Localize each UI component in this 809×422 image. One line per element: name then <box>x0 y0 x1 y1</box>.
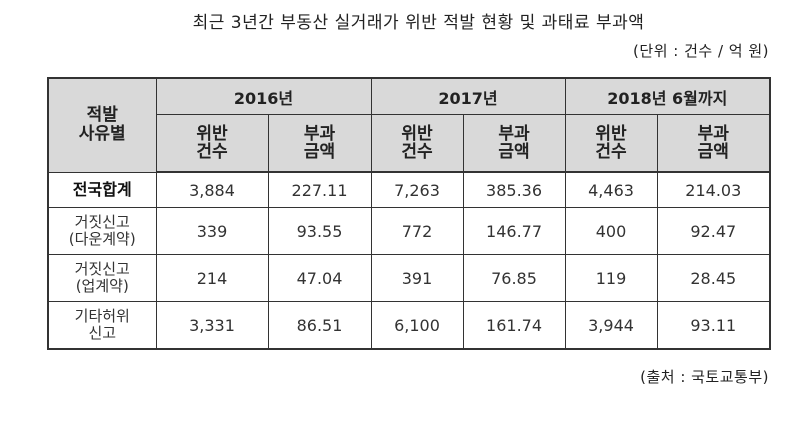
row-category: 기타허위 신고 <box>47 301 157 350</box>
row-category: 전국합계 <box>47 171 157 208</box>
row-category: 거짓신고 (다운계약) <box>47 207 157 255</box>
cell-value: 339 <box>155 207 269 255</box>
cell-value: 391 <box>370 254 464 302</box>
source-note: (출처 : 국토교통부) <box>640 368 769 386</box>
cell-value: 146.77 <box>462 207 566 255</box>
cell-value: 93.55 <box>267 207 372 255</box>
sub-header-amount: 부과 금액 <box>656 114 771 173</box>
cell-value: 214 <box>155 254 269 302</box>
row-category: 거짓신고 (업계약) <box>47 254 157 302</box>
unit-note: (단위 : 건수 / 억 원) <box>633 42 769 60</box>
sub-header-count: 위반 건수 <box>155 114 269 173</box>
sub-header-count: 위반 건수 <box>370 114 464 173</box>
cell-value: 93.11 <box>656 301 771 350</box>
cell-value: 76.85 <box>462 254 566 302</box>
cell-value: 227.11 <box>267 171 372 208</box>
table-row-false-report-up: 거짓신고 (업계약) 214 47.04 391 76.85 119 28.45 <box>47 254 771 302</box>
cell-value: 400 <box>564 207 658 255</box>
table-title: 최근 3년간 부동산 실거래가 위반 적발 현황 및 과태료 부과액 <box>192 13 645 33</box>
cell-value: 47.04 <box>267 254 372 302</box>
sub-header-amount: 부과 금액 <box>462 114 566 173</box>
cell-value: 3,944 <box>564 301 658 350</box>
sub-header-count: 위반 건수 <box>564 114 658 173</box>
year-header-2018: 2018년 6월까지 <box>564 77 771 115</box>
cell-value: 3,884 <box>155 171 269 208</box>
cell-value: 6,100 <box>370 301 464 350</box>
sub-header-row: 위반 건수 부과 금액 위반 건수 부과 금액 위반 건수 부과 금액 <box>48 114 771 173</box>
year-header-2017: 2017년 <box>370 77 566 115</box>
cell-value: 28.45 <box>656 254 771 302</box>
cell-value: 161.74 <box>462 301 566 350</box>
cell-value: 3,331 <box>155 301 269 350</box>
table-row-national-total: 전국합계 3,884 227.11 7,263 385.36 4,463 214… <box>47 171 771 208</box>
cell-value: 119 <box>564 254 658 302</box>
year-header-row: 적발 사유별 2016년 2017년 2018년 6월까지 <box>47 77 771 173</box>
cell-value: 86.51 <box>267 301 372 350</box>
sub-header-amount: 부과 금액 <box>267 114 372 173</box>
category-header: 적발 사유별 <box>47 77 157 173</box>
cell-value: 4,463 <box>564 171 658 208</box>
table-row-other-false-report: 기타허위 신고 3,331 86.51 6,100 161.74 3,944 9… <box>47 301 771 350</box>
cell-value: 92.47 <box>656 207 771 255</box>
cell-value: 214.03 <box>656 171 771 208</box>
year-header-2016: 2016년 <box>155 77 372 115</box>
cell-value: 7,263 <box>370 171 464 208</box>
table-row-false-report-down: 거짓신고 (다운계약) 339 93.55 772 146.77 400 92.… <box>47 207 771 255</box>
violation-stats-table: 적발 사유별 2016년 2017년 2018년 6월까지 위반 건수 부과 금… <box>47 77 772 350</box>
cell-value: 772 <box>370 207 464 255</box>
cell-value: 385.36 <box>462 171 566 208</box>
